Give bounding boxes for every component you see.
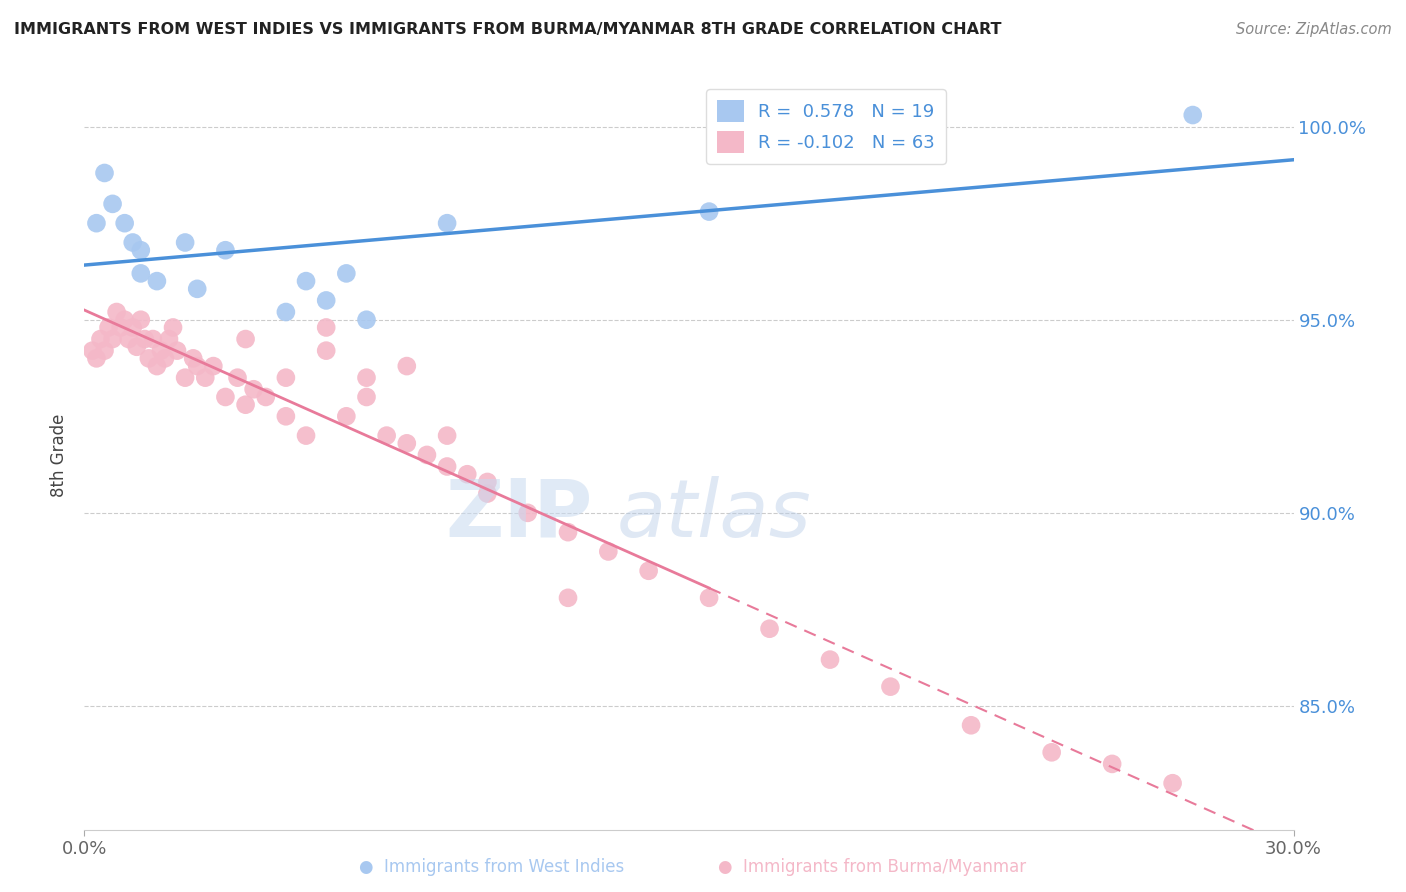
Point	[356, 370, 378, 384]
Point	[129, 312, 152, 326]
Point	[138, 351, 160, 366]
Point	[186, 359, 208, 373]
Point	[174, 235, 197, 250]
Point	[356, 312, 378, 326]
Text: ●  Immigrants from West Indies: ● Immigrants from West Indies	[360, 858, 624, 876]
Point	[1040, 745, 1063, 759]
Point	[315, 343, 337, 358]
Point	[436, 459, 458, 474]
Point	[93, 166, 115, 180]
Point	[82, 343, 104, 358]
Point	[436, 428, 458, 442]
Point	[97, 320, 120, 334]
Point	[436, 216, 458, 230]
Point	[315, 320, 337, 334]
Point	[105, 305, 128, 319]
Point	[121, 320, 143, 334]
Point	[129, 266, 152, 280]
Point	[960, 718, 983, 732]
Point	[101, 197, 124, 211]
Point	[295, 274, 318, 288]
Point	[516, 506, 538, 520]
Point	[110, 320, 132, 334]
Point	[174, 370, 197, 384]
Point	[114, 216, 136, 230]
Point	[395, 359, 418, 373]
Point	[1101, 756, 1123, 771]
Point	[274, 370, 297, 384]
Point	[818, 652, 841, 666]
Point	[274, 409, 297, 424]
Point	[93, 343, 115, 358]
Point	[146, 274, 169, 288]
Point	[395, 436, 418, 450]
Point	[274, 305, 297, 319]
Point	[557, 591, 579, 605]
Point	[149, 343, 172, 358]
Point	[114, 312, 136, 326]
Text: IMMIGRANTS FROM WEST INDIES VS IMMIGRANTS FROM BURMA/MYANMAR 8TH GRADE CORRELATI: IMMIGRANTS FROM WEST INDIES VS IMMIGRANT…	[14, 22, 1001, 37]
Point	[254, 390, 277, 404]
Point	[142, 332, 165, 346]
Point	[214, 244, 236, 258]
Point	[226, 370, 249, 384]
Point	[295, 428, 318, 442]
Point	[697, 591, 720, 605]
Point	[557, 525, 579, 540]
Point	[157, 332, 180, 346]
Point	[335, 266, 357, 280]
Point	[153, 351, 176, 366]
Point	[1181, 108, 1204, 122]
Point	[89, 332, 111, 346]
Point	[879, 680, 901, 694]
Point	[235, 398, 257, 412]
Point	[477, 486, 499, 500]
Point	[134, 332, 156, 346]
Point	[416, 448, 439, 462]
Point	[101, 332, 124, 346]
Point	[121, 235, 143, 250]
Point	[242, 382, 264, 396]
Point	[194, 370, 217, 384]
Point	[456, 467, 478, 482]
Point	[758, 622, 780, 636]
Point	[118, 332, 141, 346]
Point	[637, 564, 659, 578]
Point	[162, 320, 184, 334]
Point	[598, 544, 620, 558]
Point	[146, 359, 169, 373]
Point	[166, 343, 188, 358]
Point	[125, 340, 148, 354]
Point	[375, 428, 398, 442]
Point	[477, 475, 499, 489]
Point	[186, 282, 208, 296]
Point	[315, 293, 337, 308]
Point	[235, 332, 257, 346]
Text: atlas: atlas	[616, 475, 811, 554]
Text: ●  Immigrants from Burma/Myanmar: ● Immigrants from Burma/Myanmar	[717, 858, 1026, 876]
Legend: R =  0.578   N = 19, R = -0.102   N = 63: R = 0.578 N = 19, R = -0.102 N = 63	[706, 89, 946, 164]
Point	[214, 390, 236, 404]
Text: ZIP: ZIP	[444, 475, 592, 554]
Point	[335, 409, 357, 424]
Y-axis label: 8th Grade: 8th Grade	[51, 413, 69, 497]
Point	[697, 204, 720, 219]
Point	[1161, 776, 1184, 790]
Point	[86, 216, 108, 230]
Point	[202, 359, 225, 373]
Point	[86, 351, 108, 366]
Point	[356, 390, 378, 404]
Point	[129, 244, 152, 258]
Text: Source: ZipAtlas.com: Source: ZipAtlas.com	[1236, 22, 1392, 37]
Point	[181, 351, 204, 366]
